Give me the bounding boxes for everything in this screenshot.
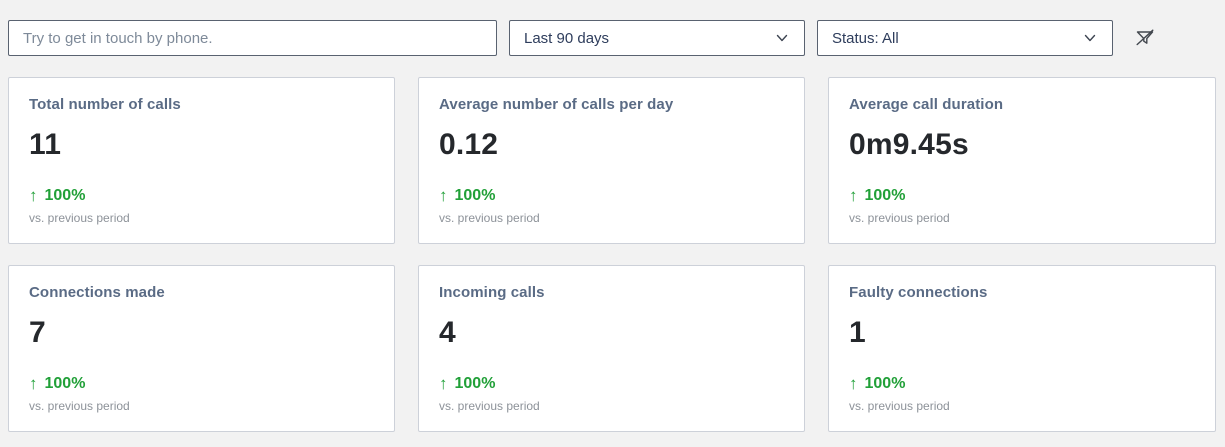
- stat-card-delta-value: 100%: [864, 187, 906, 204]
- trend-up-icon: ↑: [439, 186, 448, 205]
- stat-card-delta: ↑ 100%: [849, 186, 905, 206]
- stat-card-total-calls: Total number of calls 11 ↑ 100% vs. prev…: [8, 77, 395, 244]
- trend-up-icon: ↑: [849, 186, 858, 205]
- stat-card-delta: ↑ 100%: [439, 186, 495, 206]
- stat-card-title: Total number of calls: [29, 96, 181, 113]
- stat-card-title: Average number of calls per day: [439, 96, 674, 113]
- stat-card-avg-call-duration: Average call duration 0m9.45s ↑ 100% vs.…: [828, 77, 1216, 244]
- stat-card-delta: ↑ 100%: [849, 374, 905, 394]
- stat-card-delta-value: 100%: [44, 187, 86, 204]
- date-range-select[interactable]: Last 90 days: [509, 20, 805, 56]
- date-range-value: Last 90 days: [524, 29, 610, 47]
- stat-card-title: Incoming calls: [439, 284, 545, 301]
- stat-card-value: 7: [29, 316, 46, 349]
- stat-card-delta-value: 100%: [44, 375, 86, 392]
- stat-card-value: 0m9.45s: [849, 128, 969, 161]
- stat-card-delta-value: 100%: [454, 375, 496, 392]
- stat-card-faulty-connections: Faulty connections 1 ↑ 100% vs. previous…: [828, 265, 1216, 432]
- filters-toolbar: Last 90 days Status: All: [8, 20, 1217, 56]
- filter-off-icon: [1136, 29, 1154, 46]
- chevron-down-icon: [776, 34, 788, 42]
- search-input[interactable]: [8, 20, 497, 56]
- trend-up-icon: ↑: [849, 374, 858, 393]
- status-value: Status: All: [832, 29, 899, 47]
- trend-up-icon: ↑: [29, 186, 38, 205]
- stat-card-title: Average call duration: [849, 96, 1004, 113]
- stat-card-connections-made: Connections made 7 ↑ 100% vs. previous p…: [8, 265, 395, 432]
- stat-card-caption: vs. previous period: [849, 399, 950, 413]
- stat-card-title: Faulty connections: [849, 284, 988, 301]
- stat-card-caption: vs. previous period: [439, 211, 540, 225]
- stat-card-value: 11: [29, 128, 62, 161]
- stat-card-delta-value: 100%: [454, 187, 496, 204]
- stat-card-delta: ↑ 100%: [29, 374, 85, 394]
- chevron-down-icon: [1084, 34, 1096, 42]
- status-select[interactable]: Status: All: [817, 20, 1113, 56]
- trend-up-icon: ↑: [29, 374, 38, 393]
- stat-card-title: Connections made: [29, 284, 165, 301]
- stat-card-incoming-calls: Incoming calls 4 ↑ 100% vs. previous per…: [418, 265, 805, 432]
- stat-card-delta: ↑ 100%: [439, 374, 495, 394]
- stat-card-value: 4: [439, 316, 456, 349]
- stat-card-delta-value: 100%: [864, 375, 906, 392]
- clear-filters-button[interactable]: [1129, 22, 1161, 54]
- stat-card-caption: vs. previous period: [849, 211, 950, 225]
- stat-card-caption: vs. previous period: [29, 399, 130, 413]
- stat-card-caption: vs. previous period: [29, 211, 130, 225]
- stats-grid: Total number of calls 11 ↑ 100% vs. prev…: [8, 77, 1216, 432]
- trend-up-icon: ↑: [439, 374, 448, 393]
- stat-card-value: 0.12: [439, 128, 499, 161]
- stat-card-avg-calls-per-day: Average number of calls per day 0.12 ↑ 1…: [418, 77, 805, 244]
- stat-card-caption: vs. previous period: [439, 399, 540, 413]
- stat-card-value: 1: [849, 316, 866, 349]
- stat-card-delta: ↑ 100%: [29, 186, 85, 206]
